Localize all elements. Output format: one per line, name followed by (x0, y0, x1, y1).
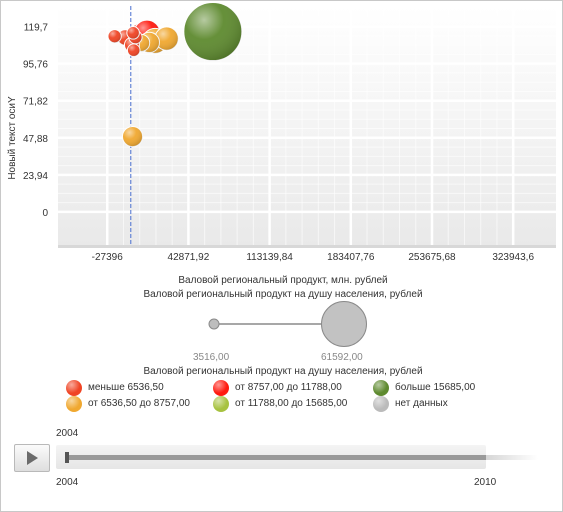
legend-color-dot (373, 396, 389, 412)
y-tick-label: 95,76 (23, 60, 48, 71)
legend-color-dot (66, 396, 82, 412)
timeline-thumb[interactable] (65, 452, 69, 463)
bubble[interactable] (154, 26, 179, 51)
bubble[interactable] (126, 26, 140, 40)
bubble-shine (154, 26, 179, 51)
legend-color-dot (66, 380, 82, 396)
bubble[interactable] (121, 125, 144, 148)
x-tick-label: 183407,76 (327, 252, 375, 263)
size-scale (208, 301, 367, 347)
legend-color-dot (213, 396, 229, 412)
size-scale-min-label: 3516,00 (193, 352, 230, 363)
x-axis-line (58, 245, 556, 248)
timeline-start-label: 2004 (56, 477, 79, 488)
play-icon (27, 451, 38, 465)
legend-label: больше 15685,00 (395, 382, 476, 393)
bubble-shine (126, 26, 140, 40)
x-tick-label: 113139,84 (246, 252, 293, 263)
bubble-shine (107, 29, 122, 43)
size-axis-title: Валовой региональный продукт на душу нас… (143, 289, 423, 300)
bubble-shine (183, 2, 242, 61)
size-scale-min-bubble (208, 318, 220, 330)
legend-color-dot (373, 380, 389, 396)
x-axis-title: Валовой региональный продукт, млн. рубле… (178, 275, 388, 286)
timeline-current-label: 2004 (56, 428, 79, 439)
x-tick-label: 253675,68 (408, 252, 456, 263)
y-tick-labels: 119,7 95,76 71,82 47,88 23,94 0 (23, 23, 48, 219)
bubble-shine (122, 126, 143, 147)
x-tick-labels: -27396 42871,92 113139,84 183407,76 253675,6… (92, 252, 535, 263)
x-tick-label: -27396 (92, 252, 124, 263)
timeline-track[interactable] (56, 445, 486, 469)
bubble-chart: -27396 42871,92 113139,84 183407,76 253675,6… (7, 2, 556, 263)
bubble[interactable] (126, 43, 141, 57)
legend-label: от 6536,50 до 8757,00 (88, 398, 190, 409)
legend-label: от 8757,00 до 11788,00 (235, 382, 342, 393)
y-tick-label: 23,94 (23, 171, 48, 182)
legend-title: Валовой региональный продукт на душу нас… (143, 366, 423, 377)
y-tick-label: 71,82 (23, 97, 48, 108)
y-axis-title: Новый текст осиY (7, 96, 18, 180)
size-scale-max-bubble (321, 301, 367, 347)
y-tick-label: 0 (42, 208, 48, 219)
bubble[interactable] (107, 29, 122, 44)
y-tick-label: 119,7 (24, 23, 49, 34)
legend-color-dot (213, 380, 229, 396)
play-button[interactable] (14, 444, 50, 472)
bubbles (107, 2, 243, 148)
legend-label: меньше 6536,50 (88, 382, 164, 393)
x-tick-label: 323943,6 (492, 252, 534, 263)
x-tick-label: 42871,92 (168, 252, 210, 263)
legend-label: нет данных (395, 398, 448, 409)
bubble[interactable] (183, 2, 243, 62)
timeline-tail (486, 455, 538, 460)
size-scale-max-label: 61592,00 (321, 352, 363, 363)
y-tick-label: 47,88 (23, 134, 48, 145)
timeline-bar (66, 455, 486, 460)
timeline-end-label: 2010 (474, 477, 497, 488)
legend-label: от 11788,00 до 15685,00 (235, 398, 348, 409)
bubble-shine (127, 43, 140, 57)
